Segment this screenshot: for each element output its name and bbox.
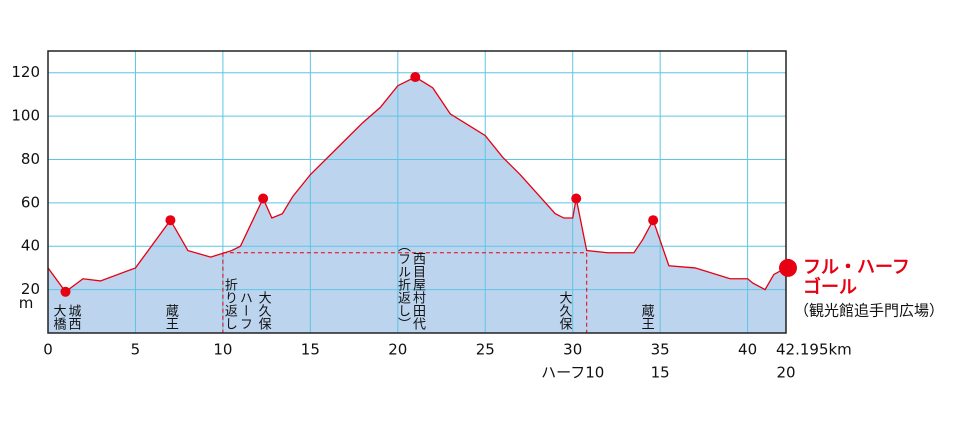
- x-tick-label: 20: [388, 341, 407, 359]
- place-label: （フル折返し）: [395, 239, 411, 330]
- place-label: 大橋: [50, 304, 65, 331]
- y-tick-label: 20: [21, 280, 40, 298]
- y-unit: m: [19, 294, 34, 312]
- x-tick-label: 0: [43, 341, 53, 359]
- goal-title: フル・ハーフ: [803, 257, 910, 278]
- half-tick-label: ハーフ10: [541, 364, 604, 382]
- y-tick-label: 40: [21, 237, 40, 255]
- elevation-area: [48, 77, 786, 334]
- peak-marker: [648, 215, 659, 226]
- place-label: 城西: [65, 304, 81, 330]
- x-tick-label: 25: [476, 341, 495, 359]
- place-label: 蔵王: [639, 304, 655, 330]
- peak-marker: [165, 215, 176, 226]
- goal-marker: [779, 258, 797, 277]
- peak-marker: [571, 193, 582, 204]
- y-tick-label: 100: [11, 107, 40, 125]
- peak-marker: [258, 193, 269, 204]
- x-tick-label: 30: [563, 341, 582, 359]
- x-tick-label: 40: [738, 341, 757, 359]
- y-tick-label: 60: [21, 193, 40, 211]
- place-label: 折り返し: [222, 278, 238, 330]
- place-label: 大久保: [556, 291, 572, 330]
- place-label: 蔵王: [163, 304, 179, 330]
- x-tick-label: 15: [301, 341, 320, 359]
- x-tick-label: 42.195km: [776, 341, 852, 359]
- peak-marker: [410, 72, 421, 83]
- goal-title: ゴール: [803, 276, 857, 298]
- x-tick-label: 10: [213, 341, 232, 359]
- elevation-line: [47, 76, 787, 293]
- y-tick-label: 80: [21, 150, 40, 168]
- place-label: 大久保: [256, 291, 272, 330]
- half-tick-label: 15: [651, 364, 670, 382]
- x-tick-label: 35: [651, 341, 670, 359]
- half-tick-label: 20: [776, 364, 795, 382]
- peak-marker: [60, 286, 71, 297]
- y-tick-label: 120: [11, 63, 40, 81]
- x-tick-label: 5: [131, 341, 141, 359]
- place-label: ハーフ: [237, 291, 252, 330]
- plot-frame: [47, 50, 787, 334]
- place-label: 西目屋村田代: [410, 252, 426, 331]
- goal-place: （観光館追手門広場）: [794, 301, 944, 319]
